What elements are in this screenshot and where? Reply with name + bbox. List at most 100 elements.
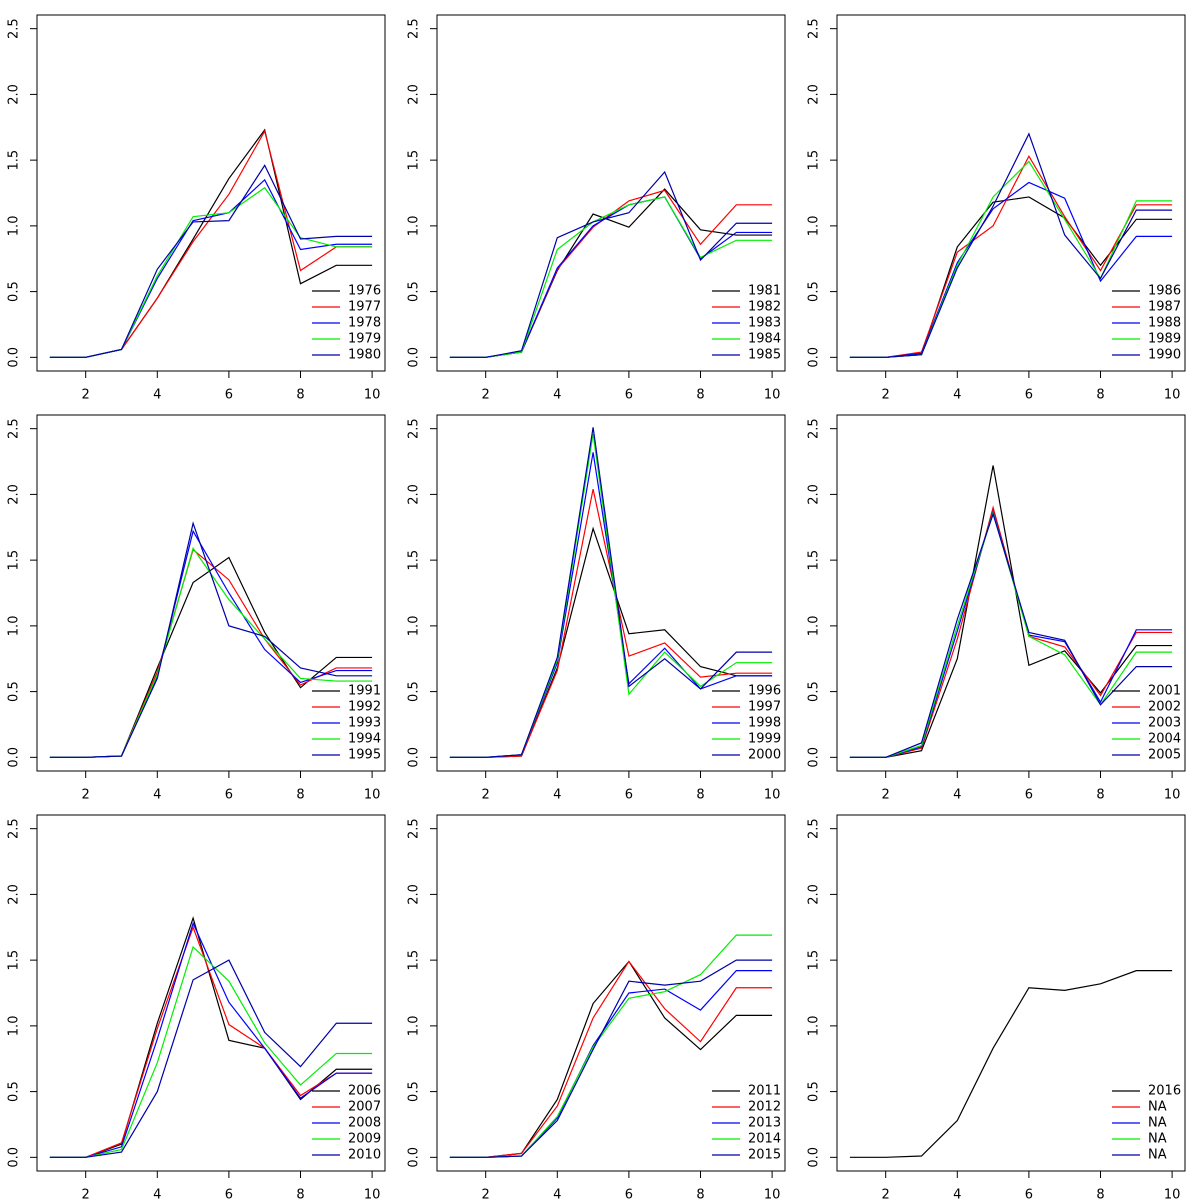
series-line xyxy=(449,960,773,1158)
series-line xyxy=(449,489,773,758)
plot-frame xyxy=(836,14,1186,372)
y-tick-label: 0.5 xyxy=(807,1081,822,1102)
y-tick-label: 1.0 xyxy=(7,1016,22,1037)
x-tick-label: 6 xyxy=(1025,788,1033,803)
x-tick-label: 10 xyxy=(764,1188,781,1200)
x-tick-label: 4 xyxy=(953,388,961,403)
x-tick-label: 10 xyxy=(1164,388,1181,403)
series-line xyxy=(849,512,1173,758)
x-tick-label: 8 xyxy=(296,388,304,403)
y-tick-label: 0.5 xyxy=(807,681,822,702)
y-tick-label: 1.0 xyxy=(407,1016,422,1037)
y-tick-label: 1.0 xyxy=(7,616,22,637)
y-tick-label: 2.5 xyxy=(7,818,22,839)
plot-frame xyxy=(836,814,1186,1172)
y-tick-label: 1.5 xyxy=(7,150,22,171)
series-line xyxy=(849,970,1173,1158)
x-tick-label: 8 xyxy=(1096,388,1104,403)
y-tick-label: 0.0 xyxy=(7,347,22,368)
y-tick-label: 0.0 xyxy=(407,747,422,768)
plot-frame xyxy=(436,14,786,372)
legend-label: 2003 xyxy=(1148,716,1181,731)
panel: 0.0 0.5 1.0 1.5 2.0 2.5 2 4 6 8 10 2006200720082009… xyxy=(7,814,386,1200)
legend-label: 1992 xyxy=(348,700,381,715)
legend-label: 1985 xyxy=(748,348,781,363)
panel: 0.0 0.5 1.0 1.5 2.0 2.5 2 4 6 8 10 1981198219831984… xyxy=(407,14,786,403)
series-line xyxy=(49,546,373,758)
y-tick-label: 2.5 xyxy=(807,418,822,439)
panel: 0.0 0.5 1.0 1.5 2.0 2.5 2 4 6 8 10 1986198719881989… xyxy=(807,14,1186,403)
legend-label: 1980 xyxy=(348,348,381,363)
x-tick-label: 10 xyxy=(364,388,381,403)
series-line xyxy=(849,509,1173,758)
x-tick-label: 2 xyxy=(882,788,890,803)
y-tick-label: 1.5 xyxy=(7,950,22,971)
y-tick-label: 0.5 xyxy=(407,281,422,302)
y-tick-label: 1.0 xyxy=(407,616,422,637)
legend-label: 1982 xyxy=(748,300,781,315)
series-line xyxy=(449,433,773,758)
x-tick-label: 2 xyxy=(82,788,90,803)
y-tick-label: 0.5 xyxy=(807,281,822,302)
y-tick-label: 1.5 xyxy=(807,950,822,971)
legend-label: NA xyxy=(1148,1148,1167,1163)
legend-label: 1983 xyxy=(748,316,781,331)
y-tick-label: 1.5 xyxy=(807,550,822,571)
x-tick-label: 6 xyxy=(625,388,633,403)
legend-label: 1990 xyxy=(1148,348,1181,363)
y-tick-label: 0.0 xyxy=(7,747,22,768)
y-tick-label: 0.0 xyxy=(807,347,822,368)
series-line xyxy=(849,132,1173,358)
x-tick-label: 4 xyxy=(953,788,961,803)
y-tick-label: 1.0 xyxy=(7,216,22,237)
x-tick-label: 6 xyxy=(625,788,633,803)
x-tick-label: 10 xyxy=(364,788,381,803)
x-tick-label: 2 xyxy=(482,788,490,803)
x-tick-label: 8 xyxy=(696,388,704,403)
y-tick-label: 0.5 xyxy=(7,681,22,702)
y-tick-label: 1.5 xyxy=(7,550,22,571)
legend-label: 1999 xyxy=(748,732,781,747)
x-tick-label: 8 xyxy=(296,1188,304,1200)
series-line xyxy=(49,945,373,1158)
series-line xyxy=(449,427,773,758)
x-tick-label: 6 xyxy=(1025,388,1033,403)
y-tick-label: 1.0 xyxy=(807,1016,822,1037)
y-tick-label: 0.0 xyxy=(407,347,422,368)
series-line xyxy=(849,510,1173,758)
panel: 0.0 0.5 1.0 1.5 2.0 2.5 2 4 6 8 10 2011201220132014… xyxy=(407,814,786,1200)
legend-label: 1993 xyxy=(348,716,381,731)
series-line xyxy=(849,505,1173,758)
legend-label: 1984 xyxy=(748,332,781,347)
y-tick-label: 2.5 xyxy=(7,418,22,439)
panel: 0.0 0.5 1.0 1.5 2.0 2.5 2 4 6 8 10 1996199719981999… xyxy=(407,414,786,803)
legend-label: 1988 xyxy=(1148,316,1181,331)
y-tick-label: 0.5 xyxy=(7,281,22,302)
series-line xyxy=(449,934,773,1158)
series-line xyxy=(449,196,773,358)
x-tick-label: 6 xyxy=(625,1188,633,1200)
y-tick-label: 2.0 xyxy=(407,484,422,505)
legend-label: 1978 xyxy=(348,316,381,331)
y-tick-label: 2.0 xyxy=(807,884,822,905)
legend-label: 2013 xyxy=(748,1116,781,1131)
y-tick-label: 0.0 xyxy=(407,1147,422,1168)
x-tick-label: 2 xyxy=(882,388,890,403)
y-tick-label: 0.0 xyxy=(807,747,822,768)
legend-label: 2000 xyxy=(748,748,781,763)
legend-label: NA xyxy=(1148,1132,1167,1147)
legend-label: 1977 xyxy=(348,300,381,315)
series-line xyxy=(49,959,373,1158)
x-tick-label: 6 xyxy=(225,388,233,403)
y-tick-label: 1.5 xyxy=(407,550,422,571)
y-tick-label: 2.0 xyxy=(7,884,22,905)
y-tick-label: 1.5 xyxy=(807,150,822,171)
y-tick-label: 1.0 xyxy=(407,216,422,237)
y-tick-label: 2.5 xyxy=(407,418,422,439)
series-line xyxy=(49,925,373,1158)
x-tick-label: 10 xyxy=(764,388,781,403)
y-tick-label: 2.0 xyxy=(7,484,22,505)
legend-label: 1976 xyxy=(348,284,381,299)
y-tick-label: 2.5 xyxy=(407,818,422,839)
